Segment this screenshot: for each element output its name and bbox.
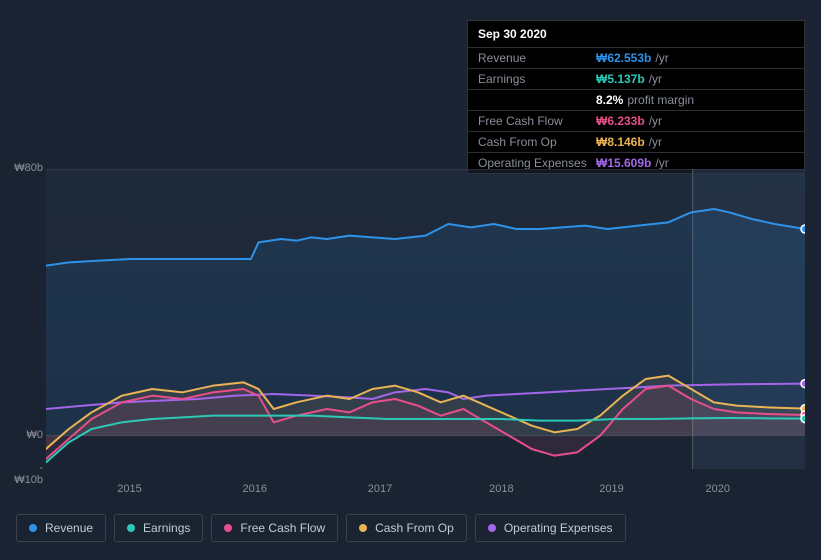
tooltip-row: 8.2% profit margin (468, 89, 804, 110)
legend-dot-icon (127, 524, 135, 532)
y-tick-label: ₩80b (14, 162, 43, 174)
tooltip-row-value: ₩5.137b (596, 72, 645, 86)
tooltip-row-value: ₩6.233b (596, 114, 645, 128)
tooltip-row: Earnings₩5.137b/yr (468, 68, 804, 89)
tooltip-row-unit: profit margin (627, 93, 694, 107)
legend-item-operating-expenses[interactable]: Operating Expenses (475, 514, 626, 542)
tooltip-row-label: Free Cash Flow (478, 114, 596, 128)
tooltip-row-label: Earnings (478, 72, 596, 86)
tooltip-row: Revenue₩62.553b/yr (468, 47, 804, 68)
tooltip-date: Sep 30 2020 (468, 21, 804, 47)
tooltip-row-label: Cash From Op (478, 135, 596, 149)
legend-label: Operating Expenses (504, 521, 613, 535)
tooltip-row-value: 8.2% (596, 93, 623, 107)
x-tick-label: 2019 (599, 483, 623, 495)
tooltip-row-value: ₩8.146b (596, 135, 645, 149)
legend-item-free-cash-flow[interactable]: Free Cash Flow (211, 514, 338, 542)
legend-item-earnings[interactable]: Earnings (114, 514, 203, 542)
x-tick-label: 2016 (242, 483, 266, 495)
legend-label: Earnings (143, 521, 190, 535)
data-tooltip: Sep 30 2020 Revenue₩62.553b/yrEarnings₩5… (467, 20, 805, 174)
tooltip-row-unit: /yr (649, 114, 662, 128)
tooltip-row-unit: /yr (655, 51, 668, 65)
tooltip-row-label (478, 93, 596, 107)
tooltip-row: Cash From Op₩8.146b/yr (468, 131, 804, 152)
legend-label: Cash From Op (375, 521, 454, 535)
legend-item-revenue[interactable]: Revenue (16, 514, 106, 542)
legend-dot-icon (224, 524, 232, 532)
legend-label: Free Cash Flow (240, 521, 325, 535)
tooltip-row-unit: /yr (649, 135, 662, 149)
tooltip-row: Free Cash Flow₩6.233b/yr (468, 110, 804, 131)
chart-legend: Revenue Earnings Free Cash Flow Cash From O… (16, 514, 626, 542)
tooltip-row-value: ₩62.553b (596, 51, 651, 65)
financials-chart: ₩80b ₩0 -₩10b 2015 2016 2017 2018 2019 2020 (16, 155, 805, 495)
legend-dot-icon (29, 524, 37, 532)
legend-dot-icon (488, 524, 496, 532)
x-tick-label: 2020 (705, 483, 729, 495)
y-tick-label: ₩0 (27, 429, 44, 441)
x-tick-label: 2017 (368, 483, 392, 495)
x-tick-label: 2018 (489, 483, 513, 495)
x-tick-label: 2015 (117, 483, 141, 495)
legend-dot-icon (359, 524, 367, 532)
legend-label: Revenue (45, 521, 93, 535)
y-tick-label: -₩10b (14, 462, 43, 486)
tooltip-row-unit: /yr (649, 72, 662, 86)
legend-item-cash-from-op[interactable]: Cash From Op (346, 514, 467, 542)
tooltip-row-label: Revenue (478, 51, 596, 65)
chart-plot[interactable] (46, 169, 805, 469)
